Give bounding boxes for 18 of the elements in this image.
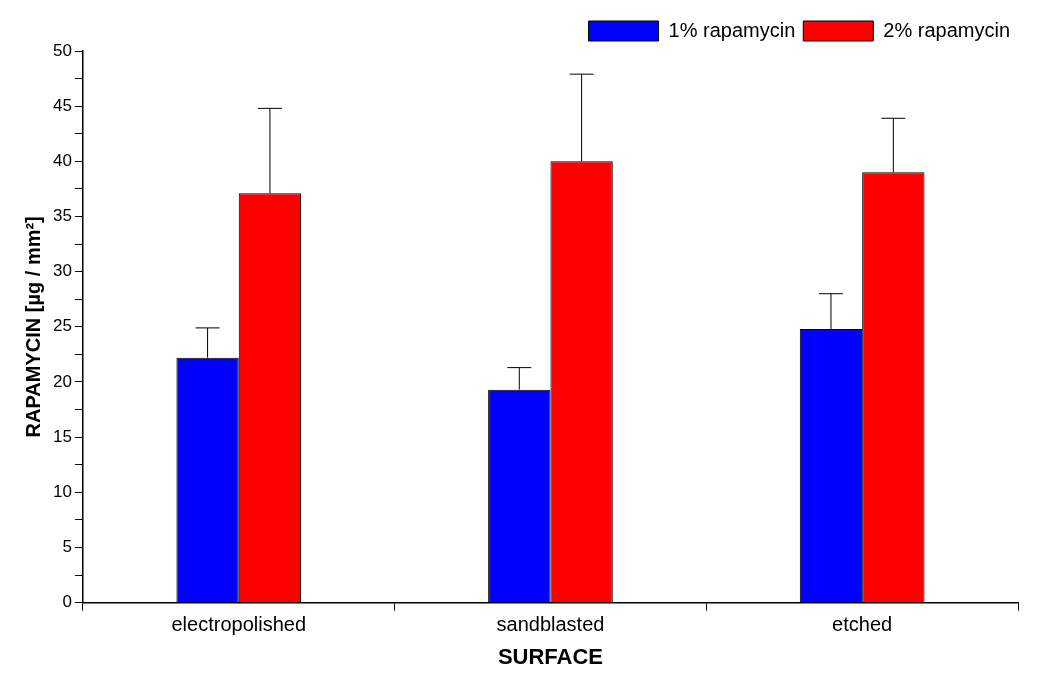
y-tick-label: 30 <box>52 261 72 281</box>
x-tick-label: etched <box>832 613 893 636</box>
y-tick-label: 0 <box>62 592 72 612</box>
y-tick-label: 10 <box>52 481 72 501</box>
y-tick-label: 5 <box>62 537 72 557</box>
x-tick-label: electropolished <box>171 613 307 636</box>
y-tick-label: 35 <box>52 206 72 226</box>
y-tick-label: 15 <box>52 426 72 446</box>
legend-label: 2% rapamycin <box>883 18 1010 41</box>
y-tick-label: 50 <box>52 40 72 60</box>
legend-label: 1% rapamycin <box>668 18 796 41</box>
x-tick-label: sandblasted <box>496 613 605 636</box>
y-tick-label: 25 <box>52 316 72 336</box>
y-tick-label: 45 <box>52 95 72 115</box>
y-axis-title: RAPAMYCIN [µg / mm²] <box>21 216 44 438</box>
x-axis-title: SURFACE <box>497 643 604 669</box>
y-tick-label: 20 <box>52 371 72 391</box>
y-tick-label: 40 <box>52 151 72 171</box>
